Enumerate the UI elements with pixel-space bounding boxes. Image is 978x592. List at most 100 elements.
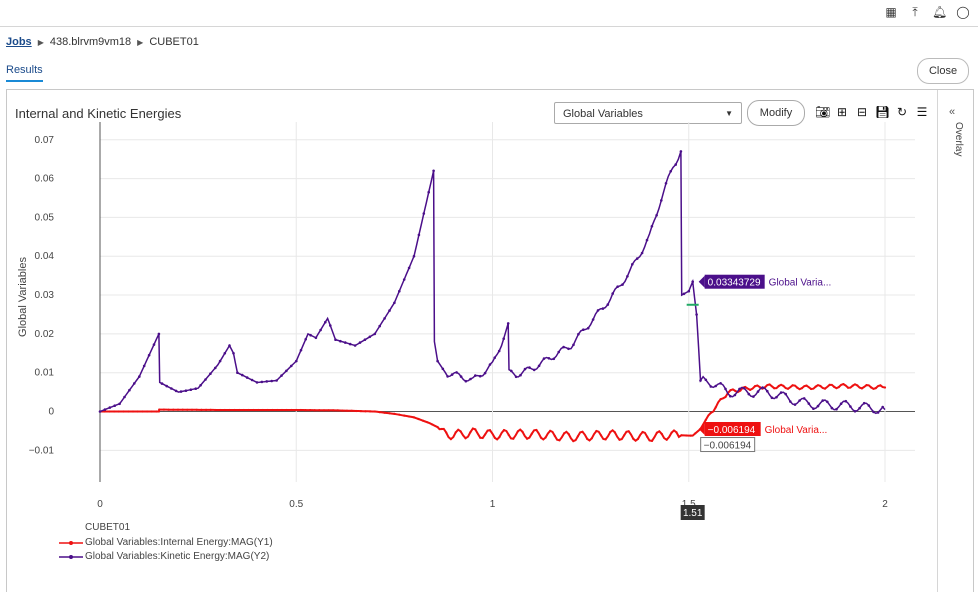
data-point — [285, 369, 288, 373]
save-icon[interactable]: 💾︎ — [875, 105, 891, 119]
data-point — [170, 387, 173, 390]
variable-select[interactable]: Global Variables ▼ — [554, 102, 742, 124]
x-hover-label-box — [680, 505, 705, 520]
data-point — [719, 398, 722, 401]
data-point — [876, 411, 880, 414]
data-point — [766, 389, 769, 393]
data-point — [493, 436, 496, 439]
data-point — [847, 386, 850, 389]
data-point — [669, 170, 672, 173]
data-point — [255, 381, 259, 384]
data-point — [733, 393, 737, 397]
data-point — [373, 332, 377, 336]
building-icon[interactable]: ▦ — [885, 5, 897, 19]
data-point — [704, 378, 708, 382]
data-point — [388, 309, 391, 312]
zoom-out-icon[interactable]: ⊟ — [856, 105, 868, 119]
data-point — [860, 387, 864, 390]
y-tick-label: 0.03 — [35, 290, 55, 301]
data-point — [609, 430, 612, 434]
data-point — [464, 379, 468, 383]
data-point — [752, 395, 755, 398]
data-point — [383, 411, 386, 414]
data-point — [364, 410, 367, 413]
tab-results[interactable]: Results — [6, 64, 43, 82]
chart-toolbar: 📷︎ ⊞ ⊟ 💾︎ ↻ ☰ — [815, 105, 929, 119]
overlay-panel-toggle[interactable]: « Overlay — [937, 90, 974, 592]
data-point — [539, 436, 543, 439]
data-point — [232, 352, 235, 355]
data-point — [408, 415, 411, 418]
caret-down-icon: ▼ — [725, 109, 733, 118]
data-point — [544, 436, 547, 439]
legend-label-internal: Global Variables:Internal Energy:MAG(Y1) — [85, 537, 273, 548]
data-point — [514, 375, 518, 379]
list-icon[interactable]: ☰ — [916, 105, 928, 119]
upload-icon[interactable]: ⤒ — [912, 5, 918, 19]
data-point — [851, 384, 854, 387]
y-axis-title: Global Variables — [17, 257, 29, 337]
data-point — [393, 301, 396, 305]
data-point — [214, 366, 217, 370]
data-point — [454, 431, 457, 434]
data-point — [113, 410, 116, 413]
data-point — [348, 342, 352, 346]
data-point — [714, 406, 717, 409]
data-point — [719, 382, 722, 385]
camera-icon[interactable]: 📷︎ — [815, 105, 831, 119]
data-point — [426, 421, 429, 424]
data-point — [498, 436, 501, 439]
variable-select-value: Global Variables — [563, 108, 643, 120]
data-point — [223, 408, 226, 412]
data-point — [445, 431, 448, 434]
data-point — [506, 322, 510, 325]
data-point — [542, 357, 546, 360]
data-point — [805, 384, 808, 387]
data-point — [660, 199, 663, 202]
data-point — [271, 408, 274, 412]
data-point — [195, 408, 198, 411]
data-point — [449, 438, 452, 441]
breadcrumb-job[interactable]: 438.blrvm9vm18 — [49, 36, 132, 48]
data-point — [704, 418, 707, 421]
bell-icon[interactable]: 🔔︎ — [932, 5, 948, 19]
data-point — [190, 408, 194, 411]
double-chevron-left-icon: « — [949, 106, 956, 118]
data-point — [280, 408, 284, 412]
data-point — [532, 368, 536, 372]
energy-chart[interactable]: −0.01 0 0.01 0.02 0.03 0.04 0.05 0.06 0.07 0 0.5 1 1… — [7, 90, 937, 520]
user-icon[interactable]: ◯ — [956, 5, 970, 19]
legend-item-kinetic[interactable]: Global Variables:Kinetic Energy:MAG(Y2) — [59, 551, 273, 562]
data-point — [821, 399, 824, 402]
data-point — [800, 387, 804, 390]
data-point — [158, 408, 161, 411]
data-point — [266, 408, 269, 412]
zoom-in-icon[interactable]: ⊞ — [836, 105, 848, 119]
data-point — [241, 373, 244, 377]
data-point — [245, 376, 249, 379]
close-button[interactable]: Close — [917, 58, 969, 84]
modify-button[interactable]: Modify — [747, 100, 805, 126]
top-bar: ▦ ⤒ 🔔︎ ◯ — [0, 0, 978, 27]
data-point — [562, 345, 565, 349]
data-point — [322, 409, 326, 412]
data-point — [369, 410, 372, 413]
data-point — [417, 233, 421, 237]
data-point — [474, 428, 477, 431]
data-point — [160, 382, 164, 385]
data-point — [779, 391, 783, 394]
legend-item-internal[interactable]: Global Variables:Internal Energy:MAG(Y1) — [59, 537, 273, 548]
data-point — [141, 410, 144, 413]
reset-icon[interactable]: ↻ — [896, 105, 908, 119]
data-point — [488, 429, 492, 432]
readout-value: −0.006194 — [704, 441, 752, 452]
data-point — [152, 343, 156, 346]
breadcrumb-jobs-link[interactable]: Jobs — [6, 36, 32, 48]
data-point — [691, 280, 694, 283]
data-point — [675, 431, 678, 434]
data-point — [502, 429, 506, 432]
data-point — [147, 353, 151, 357]
data-point — [131, 410, 135, 413]
data-point — [819, 384, 822, 388]
data-point — [833, 385, 836, 388]
